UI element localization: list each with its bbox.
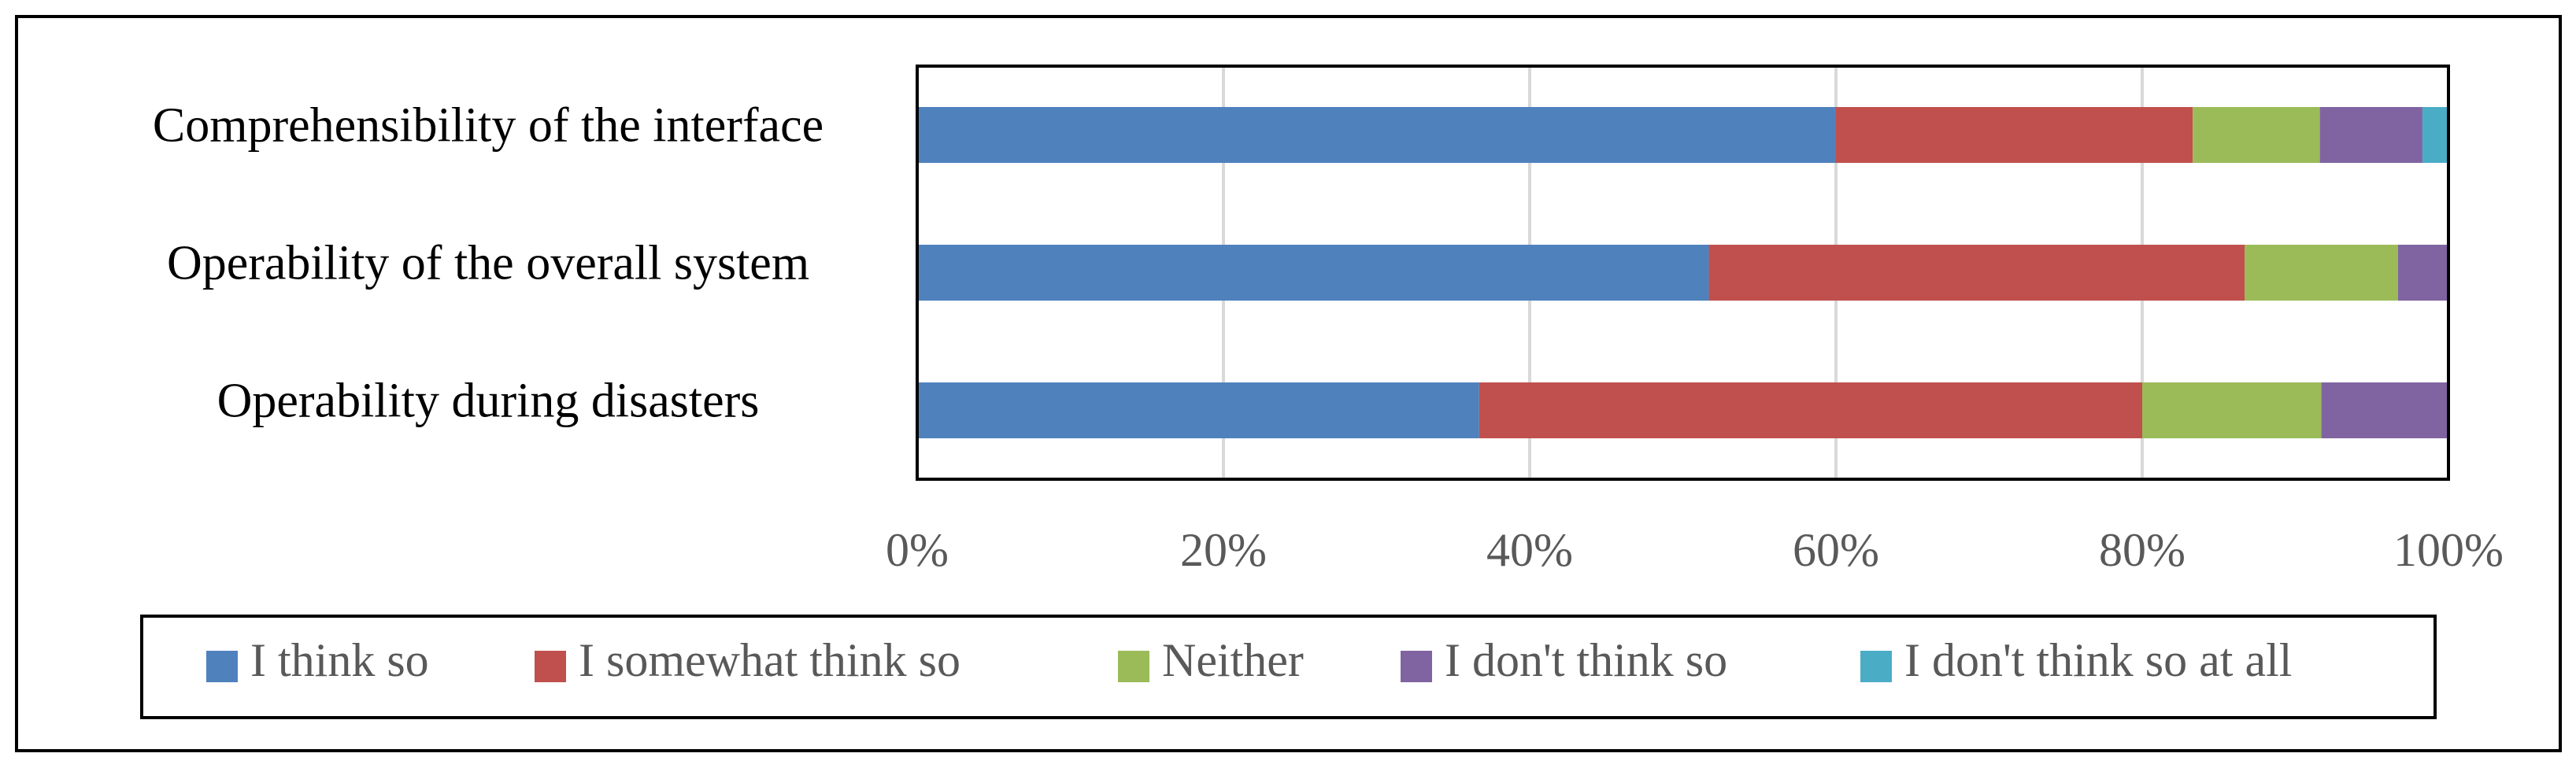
- legend-swatch: [535, 651, 566, 682]
- x-tick-label: 80%: [2099, 524, 2186, 576]
- bar-segment: [2321, 382, 2448, 438]
- bar-segment: [917, 245, 1709, 301]
- x-tick-label: 60%: [1793, 524, 1879, 576]
- legend-swatch: [1118, 651, 1149, 682]
- category-label: Operability of the overall system: [167, 237, 809, 290]
- bar-segment: [917, 107, 1836, 163]
- bar-segment: [1708, 245, 2245, 301]
- legend-label: I don't think so at all: [1904, 634, 2292, 686]
- category-label: Operability during disasters: [217, 375, 760, 428]
- bar-segment: [1836, 107, 2193, 163]
- bar-segment: [2319, 107, 2422, 163]
- legend-label: I somewhat think so: [579, 634, 960, 686]
- legend-label: I think so: [250, 634, 429, 686]
- bar-segment: [917, 382, 1479, 438]
- bar-segment: [2193, 107, 2320, 163]
- legend-box: [140, 615, 2437, 719]
- legend-label: I don't think so: [1445, 634, 1727, 686]
- plot-border: [916, 65, 2450, 481]
- x-tick-label: 20%: [1180, 524, 1267, 576]
- legend-swatch: [206, 651, 238, 682]
- bar-segment: [2245, 245, 2398, 301]
- legend-label: Neither: [1162, 634, 1304, 686]
- x-tick-label: 40%: [1486, 524, 1573, 576]
- bar-segment: [1479, 382, 2142, 438]
- legend-swatch: [1401, 651, 1432, 682]
- bar-segment: [2397, 245, 2448, 301]
- bar-segment: [2142, 382, 2322, 438]
- legend-swatch: [1860, 651, 1892, 682]
- category-label: Comprehensibility of the interface: [153, 99, 824, 153]
- x-tick-label: 0%: [886, 524, 949, 576]
- bar-segment: [2422, 107, 2448, 163]
- x-tick-label: 100%: [2393, 524, 2504, 576]
